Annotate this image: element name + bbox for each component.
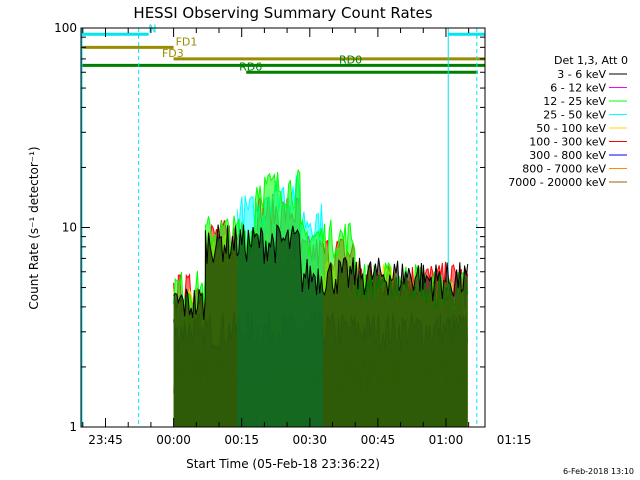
legend-label: 100 - 300 keV xyxy=(529,136,606,149)
flag-label: N xyxy=(148,22,156,35)
x-axis-label: Start Time (05-Feb-18 23:36:22) xyxy=(186,457,380,471)
legend-label: 800 - 7000 keV xyxy=(522,163,606,176)
flag-label: FD1 xyxy=(176,35,198,48)
x-tick-label: 01:00 xyxy=(429,433,464,447)
flag-label: RD0 xyxy=(339,53,362,66)
flag-label: FD3 xyxy=(162,47,184,60)
y-tick-label: 100 xyxy=(54,21,77,35)
y-axis-label: Count Rate (s⁻¹ detector⁻¹) xyxy=(27,146,41,309)
count-rate-bands xyxy=(173,168,469,427)
timestamp: 6-Feb-2018 13:10 xyxy=(563,467,634,476)
flag-label: RD6 xyxy=(239,60,262,73)
legend-label: 25 - 50 keV xyxy=(543,109,606,122)
x-tick-label: 00:45 xyxy=(361,433,396,447)
x-tick-label: 00:30 xyxy=(292,433,327,447)
y-axis-ticks: 1 10 100 xyxy=(54,21,485,434)
legend-label: 50 - 100 keV xyxy=(536,122,606,135)
legend-label: 300 - 800 keV xyxy=(529,149,606,162)
legend-label: 7000 - 20000 keV xyxy=(508,176,606,189)
x-tick-label: 00:00 xyxy=(156,433,191,447)
legend-title: Det 1,3, Att 0 xyxy=(554,54,628,67)
x-tick-label: 23:45 xyxy=(88,433,123,447)
legend-label: 6 - 12 keV xyxy=(550,82,606,95)
x-tick-label: 00:15 xyxy=(224,433,259,447)
legend-label: 3 - 6 keV xyxy=(557,68,606,81)
x-tick-label: 01:15 xyxy=(497,433,532,447)
chart-title: HESSI Observing Summary Count Rates xyxy=(133,4,432,22)
y-tick-label: 10 xyxy=(62,221,77,235)
x-axis-ticks: 23:45 00:00 00:15 00:30 00:45 01:00 01:15 xyxy=(82,28,532,447)
series-area xyxy=(173,224,468,427)
y-tick-label: 1 xyxy=(69,420,77,434)
legend-label: 12 - 25 keV xyxy=(543,95,606,108)
